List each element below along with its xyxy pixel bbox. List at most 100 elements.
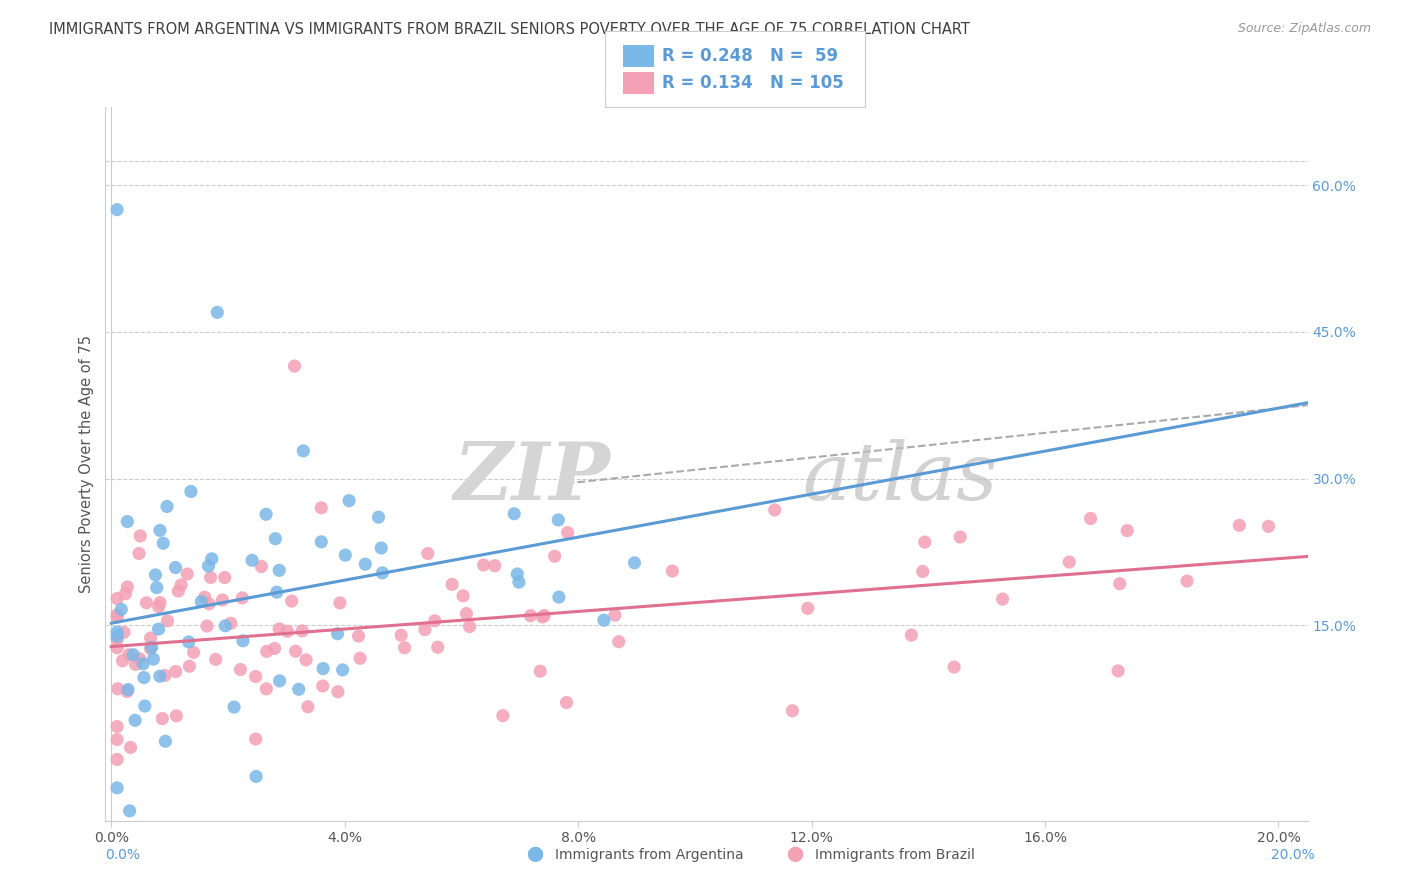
Point [347,629,370,643]
Point [145,581,167,595]
Point [661,564,683,578]
Point [456,607,478,621]
Point [240,553,263,567]
Point [416,547,439,561]
Point [492,708,515,723]
Point [180,484,202,499]
Point [326,685,349,699]
Text: 0.0%: 0.0% [105,847,141,862]
Point [135,596,157,610]
Text: IMMIGRANTS FROM ARGENTINA VS IMMIGRANTS FROM BRAZIL SENIORS POVERTY OVER THE AGE: IMMIGRANTS FROM ARGENTINA VS IMMIGRANTS … [49,22,970,37]
Point [118,648,141,662]
Point [1227,518,1250,533]
Point [142,652,165,666]
Point [149,669,172,683]
Point [245,769,267,783]
Point [508,575,530,590]
Point [115,684,138,698]
Point [297,699,319,714]
Text: Immigrants from Argentina: Immigrants from Argentina [555,847,744,862]
Point [118,804,141,818]
Point [105,591,128,606]
Point [124,657,146,672]
Point [607,634,630,648]
Point [155,734,177,748]
Point [370,541,392,555]
Point [122,648,145,662]
Point [1257,519,1279,533]
Point [150,712,173,726]
Point [110,602,132,616]
Point [557,525,579,540]
Point [204,652,226,666]
Point [284,644,307,658]
Point [503,507,526,521]
Point [141,640,163,655]
Point [269,673,291,688]
Point [134,699,156,714]
Point [354,557,377,571]
Point [139,641,162,656]
Point [105,780,128,795]
Point [152,536,174,550]
Point [167,584,190,599]
Point [214,619,236,633]
Point [219,616,242,631]
Point [198,597,221,611]
Point [309,534,332,549]
Text: ZIP: ZIP [454,440,610,516]
Point [548,590,571,604]
Point [194,591,217,605]
Point [280,594,302,608]
Point [555,696,578,710]
Point [269,563,291,577]
Point [165,665,187,679]
Point [900,628,922,642]
Point [183,645,205,659]
Point [991,592,1014,607]
Point [763,503,786,517]
Point [603,608,626,623]
Point [232,633,254,648]
Point [263,641,285,656]
Point [458,619,481,633]
Point [156,614,179,628]
Point [179,659,201,673]
Text: 20.0%: 20.0% [1271,847,1315,862]
Text: R = 0.248   N =  59: R = 0.248 N = 59 [662,47,838,65]
Text: ⬤: ⬤ [786,847,803,863]
Point [592,613,614,627]
Point [256,644,278,658]
Point [1080,511,1102,525]
Point [105,607,128,622]
Point [165,708,187,723]
Point [128,546,150,560]
Point [1108,576,1130,591]
Point [519,608,541,623]
Text: atlas: atlas [803,440,998,516]
Point [451,589,474,603]
Point [1116,524,1139,538]
Y-axis label: Seniors Poverty Over the Age of 75: Seniors Poverty Over the Age of 75 [79,334,94,593]
Point [547,513,569,527]
Point [349,651,371,665]
Point [245,731,267,746]
Point [105,640,128,655]
Point [1107,664,1129,678]
Point [543,549,565,564]
Point [211,593,233,607]
Point [506,566,529,581]
Point [335,548,357,562]
Point [207,305,229,319]
Point [105,732,128,747]
Point [441,577,464,591]
Point [176,567,198,582]
Point [117,580,139,594]
Point [533,608,555,623]
Point [394,640,416,655]
Point [312,662,335,676]
Point [153,668,176,682]
Point [112,625,135,640]
Point [283,359,305,373]
Point [177,635,200,649]
